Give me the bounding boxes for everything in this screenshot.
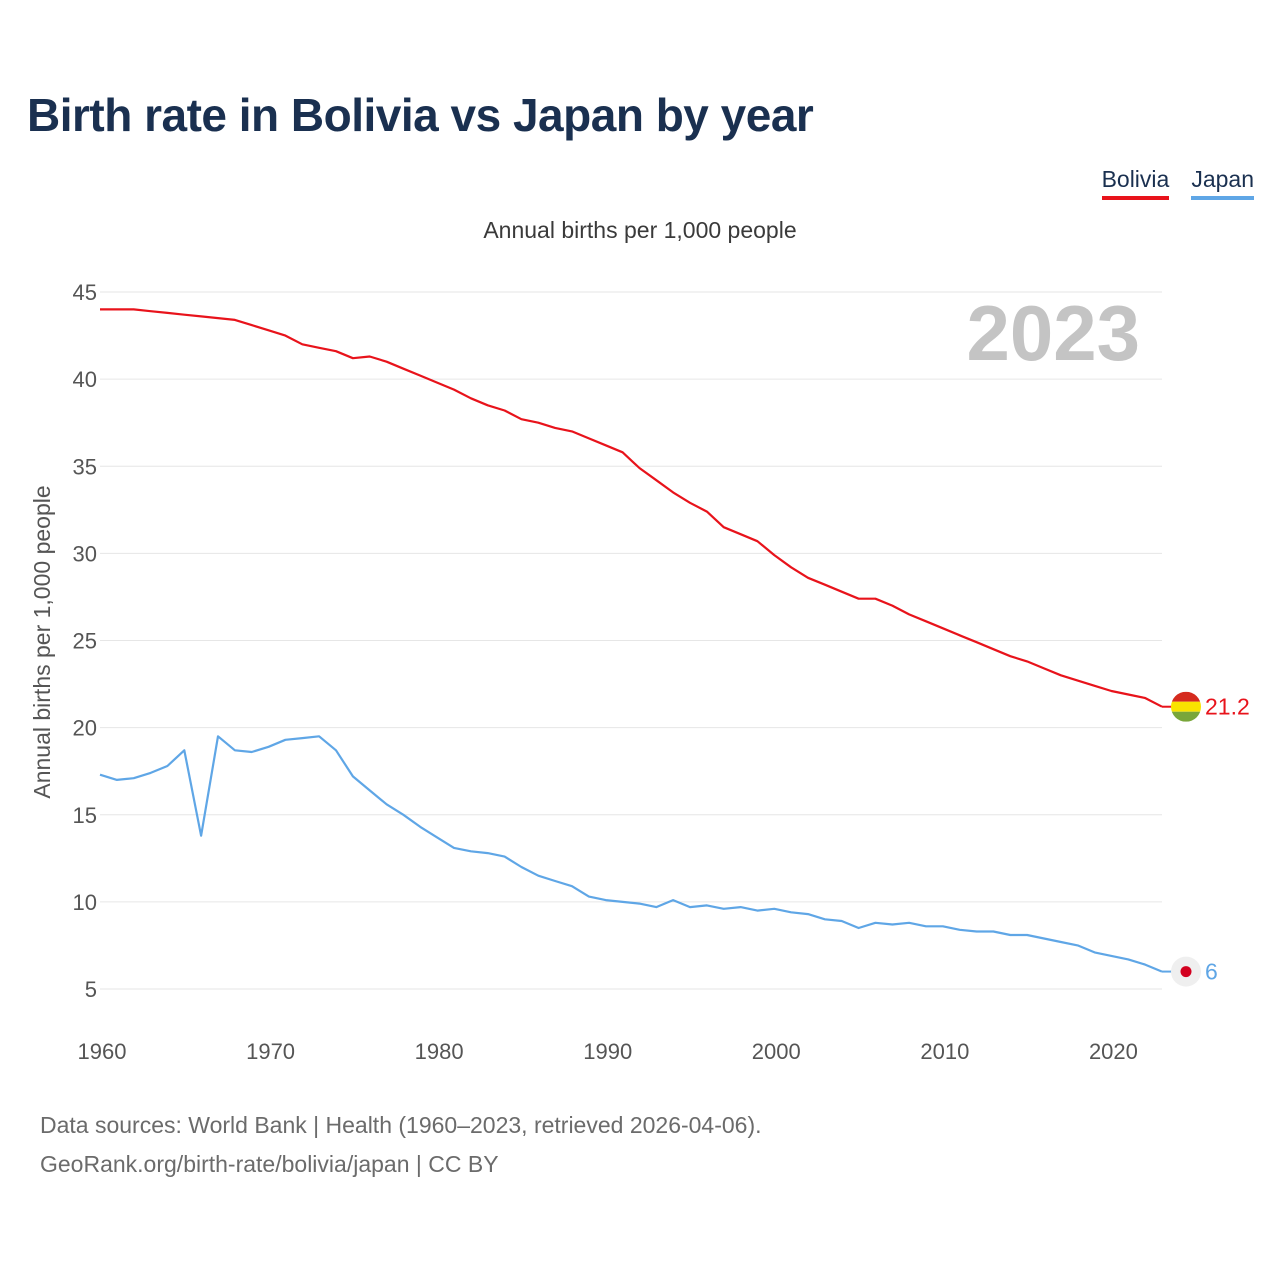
y-tick-30: 30: [73, 541, 97, 566]
y-tick-45: 45: [73, 280, 97, 305]
legend-item-bolivia[interactable]: Bolivia: [1101, 166, 1170, 200]
series-lines: [99, 308, 1163, 973]
chart-title: Birth rate in Bolivia vs Japan by year: [27, 89, 814, 141]
y-tick-35: 35: [73, 454, 97, 479]
y-tick-5: 5: [85, 977, 97, 1002]
flag-sun: [1180, 966, 1192, 978]
flag-stripe-red: [1171, 691, 1201, 702]
chart-subtitle: Annual births per 1,000 people: [483, 217, 797, 243]
y-tick-20: 20: [73, 716, 97, 741]
japan-flag-icon: [1171, 956, 1201, 987]
x-tick-1980: 1980: [415, 1039, 464, 1064]
legend: Bolivia Japan: [1101, 166, 1254, 200]
footer-source: Data sources: World Bank | Health (1960–…: [40, 1112, 762, 1138]
y-axis-label: Annual births per 1,000 people: [29, 485, 55, 798]
bolivia-flag-icon: [1171, 691, 1201, 722]
flag-stripe-yellow: [1171, 701, 1201, 712]
grid-lines: [100, 291, 1162, 990]
x-tick-2000: 2000: [752, 1039, 801, 1064]
x-tick-2010: 2010: [920, 1039, 969, 1064]
footer: Data sources: World Bank | Health (1960–…: [40, 1106, 762, 1184]
x-tick-1970: 1970: [246, 1039, 295, 1064]
series-line-bolivia: [100, 308, 1163, 708]
y-axis-ticks: 5 10 15 20 25 30 35 40 45: [73, 280, 97, 1002]
x-tick-1960: 1960: [78, 1039, 127, 1064]
footer-link[interactable]: GeoRank.org/birth-rate/bolivia/japan | C…: [40, 1151, 499, 1177]
end-label-japan: 6: [1205, 959, 1218, 985]
y-tick-15: 15: [73, 803, 97, 828]
legend-item-japan[interactable]: Japan: [1191, 166, 1254, 200]
end-label-bolivia: 21.2: [1205, 694, 1250, 720]
x-tick-1990: 1990: [583, 1039, 632, 1064]
y-tick-25: 25: [73, 629, 97, 654]
x-axis-ticks: 1960 1970 1980 1990 2000 2010 2020: [78, 1039, 1138, 1064]
end-markers: 21.26: [1162, 691, 1250, 987]
y-tick-40: 40: [73, 367, 97, 392]
flag-stripe-green: [1171, 711, 1201, 722]
y-tick-10: 10: [73, 890, 97, 915]
series-line-japan: [99, 735, 1163, 973]
x-tick-2020: 2020: [1089, 1039, 1138, 1064]
year-watermark: 2023: [966, 289, 1140, 377]
